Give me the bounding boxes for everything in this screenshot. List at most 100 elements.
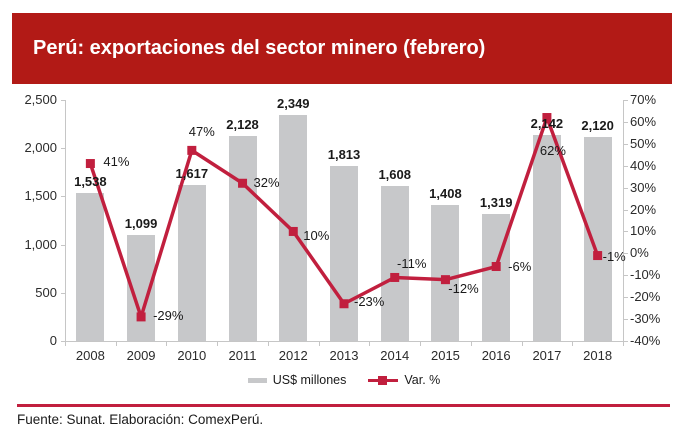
x-axis-tick — [521, 342, 523, 346]
bar — [583, 136, 612, 341]
y-axis-right-tick — [624, 143, 628, 145]
pct-label: -23% — [354, 293, 385, 309]
bar-value-label: 2,120 — [581, 117, 614, 133]
bar-series-swatch-icon — [247, 377, 267, 383]
x-axis-tick — [217, 342, 219, 346]
bar-value-label: 1,538 — [74, 173, 107, 189]
legend-label-us-millones: US$ millones — [272, 373, 347, 387]
pct-label: -6% — [508, 258, 532, 274]
pct-label: 32% — [253, 175, 280, 191]
y-axis-left-tick — [61, 100, 65, 101]
x-tick-label: 2015 — [430, 348, 460, 363]
x-tick-label: 2016 — [481, 348, 511, 363]
bar — [76, 192, 105, 341]
y-tick-label-right: 30% — [630, 179, 657, 195]
y-tick-label-right: 70% — [630, 92, 657, 107]
y-tick-label-right: 60% — [630, 113, 657, 129]
source-note: Fuente: Sunat. Elaboración: ComexPerú. — [17, 412, 264, 427]
y-axis-right-tick — [624, 209, 628, 211]
bar — [532, 134, 561, 341]
bar-value-label: 2,142 — [530, 115, 564, 131]
bar-value-label: 1,319 — [479, 194, 513, 210]
legend-label-var-pct: Var. % — [404, 373, 441, 387]
x-axis — [65, 341, 624, 342]
y-axis-left-tick — [61, 244, 65, 246]
bar — [431, 205, 460, 341]
x-axis-tick — [318, 342, 320, 346]
y-axis-right-tick — [624, 253, 628, 255]
bar — [228, 135, 257, 341]
bar-value-label: 1,813 — [327, 147, 361, 163]
y-axis-left-tick — [61, 292, 65, 294]
x-tick-label: 2010 — [177, 348, 207, 363]
x-axis-tick — [369, 342, 371, 346]
legend-item-us-millones: US$ millones — [247, 373, 347, 387]
x-tick-label: 2018 — [583, 348, 613, 363]
chart-title: Perú: exportaciones del sector minero (f… — [33, 37, 486, 59]
y-tick-label-right: 10% — [630, 223, 657, 239]
y-axis-left-tick — [61, 341, 65, 342]
bar — [127, 235, 156, 341]
y-tick-label-right: 50% — [630, 135, 657, 151]
legend: US$ millones Var. % — [65, 372, 623, 388]
x-axis-tick — [65, 342, 66, 346]
pct-label: 41% — [103, 153, 130, 169]
bar-value-label: 1,617 — [175, 166, 209, 182]
x-tick-label: 2014 — [380, 348, 410, 363]
pct-label: 10% — [303, 228, 330, 244]
y-tick-label-right: -30% — [630, 311, 661, 327]
y-axis-left — [65, 100, 66, 341]
y-tick-label-left: 0 — [49, 333, 57, 348]
y-axis-right-tick — [624, 341, 628, 342]
bar-value-label: 1,408 — [429, 186, 462, 202]
y-axis-right-tick — [624, 100, 628, 101]
x-axis-tick — [623, 342, 624, 346]
y-tick-label-left: 1,500 — [24, 188, 57, 204]
x-tick-label: 2013 — [329, 348, 359, 363]
var-pct-marker — [85, 159, 95, 169]
y-axis-right-tick — [624, 165, 628, 167]
x-axis-tick — [470, 342, 472, 346]
line-series-swatch-icon — [368, 375, 399, 385]
y-axis-right-tick — [624, 187, 628, 189]
bar-value-label: 2,128 — [226, 116, 259, 132]
footer-divider — [17, 404, 670, 407]
y-axis-left-tick — [61, 196, 65, 198]
x-axis-tick — [115, 342, 117, 346]
y-tick-label-left: 2,500 — [24, 92, 57, 107]
y-axis-right-tick — [624, 275, 628, 277]
var-pct-marker — [187, 145, 197, 155]
bar — [330, 166, 358, 341]
y-axis-right-tick — [624, 297, 628, 299]
y-tick-label-left: 2,000 — [24, 140, 57, 156]
y-tick-label-right: -10% — [630, 267, 661, 283]
x-axis-tick — [420, 342, 422, 346]
bar-value-label: 2,349 — [276, 95, 310, 111]
y-axis-right-tick — [624, 231, 628, 233]
y-tick-label-left: 1,000 — [24, 236, 57, 252]
bar — [482, 213, 511, 341]
legend-item-var-pct: Var. % — [368, 373, 440, 387]
pct-label: -1% — [602, 248, 626, 264]
pct-label: -11% — [397, 256, 427, 272]
x-axis-tick — [166, 342, 168, 346]
bar-value-label: 1,099 — [124, 216, 158, 232]
x-tick-label: 2012 — [278, 348, 308, 363]
y-tick-label-right: 0% — [630, 245, 649, 261]
x-tick-label: 2017 — [532, 348, 562, 363]
pct-label: -29% — [153, 307, 184, 323]
y-axis-right-tick — [624, 121, 628, 123]
chart-title-banner: Perú: exportaciones del sector minero (f… — [12, 13, 672, 84]
x-axis-tick — [572, 342, 574, 346]
pct-label: 47% — [188, 124, 215, 140]
y-axis-right — [623, 100, 624, 341]
x-tick-label: 2008 — [75, 348, 105, 363]
y-tick-label-right: 20% — [630, 201, 657, 217]
y-tick-label-right: -20% — [630, 289, 661, 305]
x-axis-tick — [267, 342, 269, 346]
y-axis-left-tick — [61, 148, 65, 150]
y-axis-right-tick — [624, 319, 628, 321]
pct-label: -12% — [448, 280, 479, 296]
